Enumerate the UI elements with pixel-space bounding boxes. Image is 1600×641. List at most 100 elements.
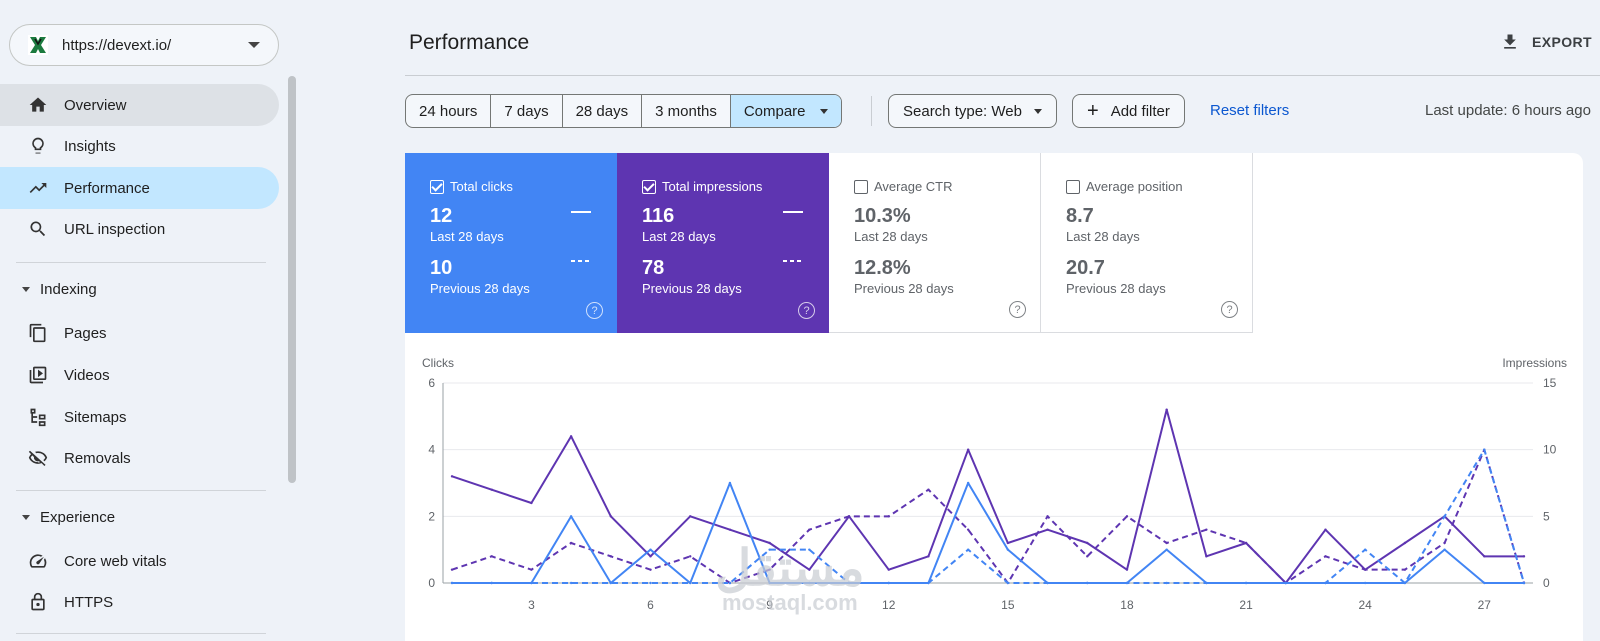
nav-item-performance[interactable]: Performance <box>0 167 279 209</box>
help-icon[interactable]: ? <box>798 302 815 319</box>
data-point <box>1443 548 1446 551</box>
data-point <box>490 555 493 558</box>
nav-label: Performance <box>64 179 150 197</box>
nav-item-url-inspection[interactable]: URL inspection <box>0 208 279 250</box>
data-point <box>887 515 890 518</box>
range-7-days[interactable]: 7 days <box>491 95 563 127</box>
data-point <box>530 568 533 571</box>
range-24-hours[interactable]: 24 hours <box>406 95 492 127</box>
data-point <box>569 541 573 545</box>
metric-label: Average CTR <box>874 179 953 194</box>
metric-card-position[interactable]: Average position 8.7 Last 28 days 20.7 P… <box>1041 153 1253 333</box>
y-tick-left: 2 <box>428 509 435 523</box>
nav-item-overview[interactable]: Overview <box>0 84 279 126</box>
data-point <box>1006 541 1010 545</box>
data-point <box>1205 555 1208 558</box>
data-point <box>1244 581 1248 585</box>
metric-previous-period: Previous 28 days <box>642 281 742 296</box>
y-tick-right: 10 <box>1543 443 1557 457</box>
data-point <box>1165 541 1168 545</box>
watermark: مستقل mostaql.com <box>715 543 866 615</box>
compare-button[interactable]: Compare <box>730 95 841 127</box>
property-url: https://devext.io/ <box>62 36 172 54</box>
section-experience[interactable]: Experience <box>0 499 279 535</box>
data-point <box>1483 581 1486 585</box>
export-button[interactable]: EXPORT <box>1500 32 1592 52</box>
metric-previous-value: 12.8% <box>854 257 911 279</box>
data-point <box>609 555 613 558</box>
y-axis-right-label: Impressions <box>1502 356 1567 370</box>
date-range-group: 24 hours 7 days 28 days 3 months Compare <box>405 94 842 128</box>
data-point <box>490 581 493 585</box>
add-filter-label: Add filter <box>1110 102 1170 120</box>
property-selector[interactable]: https://devext.io/ <box>9 24 279 66</box>
nav-item-core-web-vitals[interactable]: Core web vitals <box>0 540 279 582</box>
metric-card-clicks[interactable]: Total clicks 12 Last 28 days 10 Previous… <box>405 153 617 333</box>
checkbox-checked-icon[interactable] <box>642 179 656 194</box>
pages-icon <box>29 323 46 343</box>
data-point <box>609 581 613 585</box>
nav-label: Pages <box>64 324 107 342</box>
solid-line-legend-icon <box>571 211 591 213</box>
data-point <box>649 555 652 558</box>
data-point <box>728 481 732 485</box>
data-point <box>569 581 573 585</box>
data-point <box>927 581 930 585</box>
header-divider <box>405 75 1600 76</box>
trending-up-icon <box>29 183 47 193</box>
metric-previous-value: 78 <box>642 257 665 279</box>
divider <box>16 633 266 634</box>
data-point <box>1205 528 1208 531</box>
data-point <box>1086 581 1089 585</box>
dashed-line-legend-icon <box>571 260 591 262</box>
metric-label: Total impressions <box>662 179 763 194</box>
range-3-months[interactable]: 3 months <box>642 95 731 127</box>
help-icon[interactable]: ? <box>1009 301 1026 318</box>
nav-label: URL inspection <box>64 220 166 238</box>
series-line-0 <box>451 408 1524 584</box>
metric-card-ctr[interactable]: Average CTR 10.3% Last 28 days 12.8% Pre… <box>829 153 1041 333</box>
metric-current-period: Last 28 days <box>1066 229 1140 244</box>
watermark-latin: mostaql.com <box>721 590 858 615</box>
data-point <box>1363 581 1367 585</box>
collapse-icon <box>22 514 30 520</box>
data-point <box>927 555 930 558</box>
data-point <box>649 548 652 551</box>
nav-item-videos[interactable]: Videos <box>0 354 279 396</box>
help-icon[interactable]: ? <box>1221 301 1238 318</box>
data-point <box>530 501 533 505</box>
reset-filters-link[interactable]: Reset filters <box>1210 102 1290 119</box>
metric-previous-period: Previous 28 days <box>1066 281 1166 296</box>
sitemap-icon <box>30 408 46 427</box>
nav-item-https[interactable]: HTTPS <box>0 581 279 623</box>
x-tick: 3 <box>528 598 535 612</box>
nav-item-removals[interactable]: Removals <box>0 437 279 479</box>
data-point <box>1046 515 1049 518</box>
search-type-filter[interactable]: Search type: Web <box>888 94 1057 128</box>
nav-item-insights[interactable]: Insights <box>0 125 279 167</box>
nav-item-sitemaps[interactable]: Sitemaps <box>0 396 279 438</box>
section-indexing[interactable]: Indexing <box>0 271 279 307</box>
speed-gauge-icon <box>29 554 47 568</box>
range-28-days[interactable]: 28 days <box>563 95 643 127</box>
metric-card-impressions[interactable]: Total impressions 116 Last 28 days 78 Pr… <box>617 153 829 333</box>
data-point <box>1324 581 1327 585</box>
metric-current-value: 116 <box>642 205 675 227</box>
help-icon[interactable]: ? <box>586 302 603 319</box>
nav-item-pages[interactable]: Pages <box>0 312 279 354</box>
data-point <box>966 481 970 485</box>
nav-label: HTTPS <box>64 593 114 611</box>
checkbox-checked-icon[interactable] <box>430 179 444 194</box>
checkbox-unchecked-icon[interactable] <box>1066 179 1080 194</box>
metric-current-value: 10.3% <box>854 205 911 227</box>
x-tick: 6 <box>647 598 654 612</box>
data-point <box>966 548 970 551</box>
data-point <box>1046 581 1049 585</box>
add-filter-button[interactable]: + Add filter <box>1072 94 1185 128</box>
checkbox-unchecked-icon[interactable] <box>854 179 868 194</box>
sidebar-scrollbar[interactable] <box>288 76 296 483</box>
nav-label: Core web vitals <box>64 552 167 570</box>
metric-current-value: 8.7 <box>1066 205 1094 227</box>
data-point <box>768 568 771 571</box>
